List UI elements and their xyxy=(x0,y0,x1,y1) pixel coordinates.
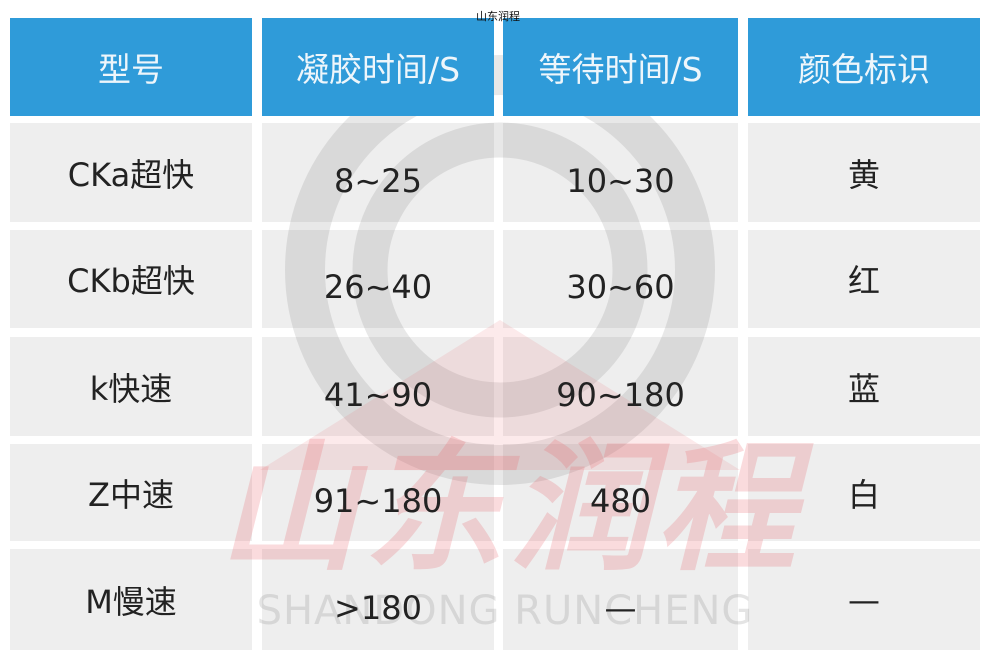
table-cell-bg xyxy=(262,337,494,436)
cell-wait-time: 30~60 xyxy=(566,268,675,306)
table-cell-bg xyxy=(10,230,252,328)
table-cell-bg xyxy=(503,230,738,328)
table-cell-bg xyxy=(748,549,980,650)
header-color-mark: 颜色标识 xyxy=(748,18,980,116)
cell-gel-time: 26~40 xyxy=(323,268,433,306)
table-cell-bg xyxy=(10,123,252,222)
cell-gel-time: >180 xyxy=(334,588,422,627)
cell-wait-time: 10~30 xyxy=(566,161,675,200)
cell-model: Z中速 xyxy=(88,475,174,514)
cell-color-mark: — xyxy=(848,580,880,619)
watermark-english: SHANDONG RUNCHENG xyxy=(256,588,754,634)
cell-color-mark: 蓝 xyxy=(847,369,880,408)
cell-color-mark: 黄 xyxy=(847,155,880,194)
header-gel-time: 凝胶时间/S xyxy=(262,18,494,116)
table-cell-bg xyxy=(503,549,738,650)
cell-gel-time: 91~180 xyxy=(313,481,443,520)
cell-wait-time: 480 xyxy=(589,481,652,520)
table-cell-bg xyxy=(503,123,738,222)
cell-wait-time: — xyxy=(604,588,637,627)
table-cell-bg xyxy=(503,337,738,436)
header-model: 型号 xyxy=(10,18,252,116)
table-cell-bg xyxy=(748,230,980,328)
table-cell-bg xyxy=(748,444,980,541)
cell-wait-time: 90~180 xyxy=(556,375,685,414)
header-wait-time: 等待时间/S xyxy=(503,18,738,116)
table-cell-bg xyxy=(503,444,738,541)
table-cell-bg xyxy=(10,549,252,650)
cell-color-mark: 红 xyxy=(847,262,880,300)
cell-color-mark: 白 xyxy=(847,475,880,514)
table-cell-bg xyxy=(262,444,494,541)
table-cell-bg xyxy=(10,444,252,541)
image-caption: 山东润程 xyxy=(476,10,520,23)
table-cell-bg xyxy=(10,337,252,436)
watermark-chinese: 山东润程 xyxy=(217,428,802,591)
cell-gel-time: 8~25 xyxy=(334,161,422,200)
table-cell-bg xyxy=(748,337,980,436)
table-cell-bg xyxy=(262,123,494,222)
cell-model: M慢速 xyxy=(85,582,177,621)
cell-model: k快速 xyxy=(89,369,173,408)
table-cell-bg xyxy=(748,123,980,222)
cell-gel-time: 41~90 xyxy=(323,375,433,414)
cell-model: CKb超快 xyxy=(67,262,195,300)
cell-model: CKa超快 xyxy=(67,155,195,194)
table-cell-bg xyxy=(262,549,494,650)
table-cell-bg xyxy=(262,230,494,328)
